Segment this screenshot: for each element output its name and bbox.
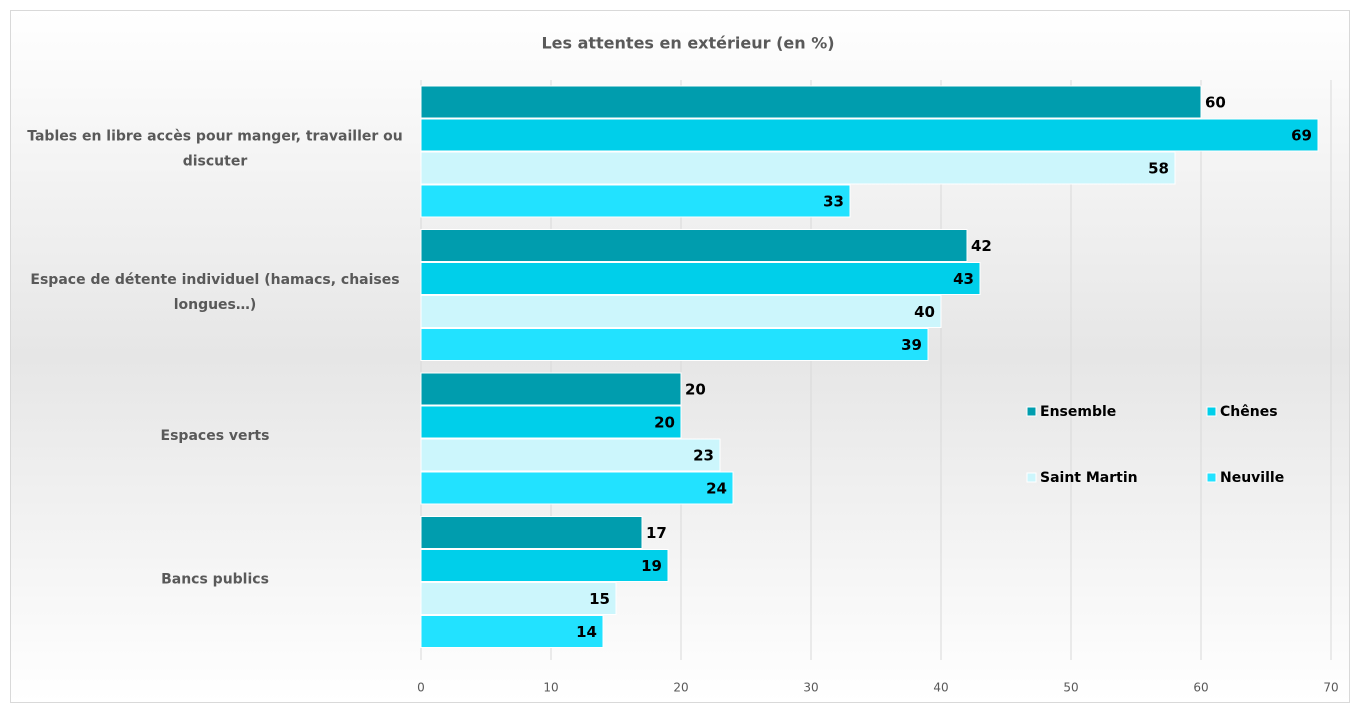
bar — [420, 85, 1202, 119]
value-label: 40 — [914, 303, 935, 321]
value-label: 42 — [971, 237, 992, 255]
bar — [420, 151, 1176, 185]
value-label: 19 — [641, 557, 662, 575]
bar — [420, 471, 734, 505]
value-label: 69 — [1291, 127, 1312, 145]
bar — [420, 295, 942, 328]
legend-label: Neuville — [1220, 470, 1284, 486]
category-label: Tables en libre accès pour manger, trava… — [27, 129, 403, 170]
value-label: 20 — [685, 381, 706, 399]
legend-swatch — [1206, 472, 1217, 483]
legend-label: Saint Martin — [1040, 470, 1138, 486]
legend-label: Chênes — [1220, 404, 1278, 420]
category-label: Espace de détente individuel (hamacs, ch… — [30, 272, 399, 313]
chart-title: Les attentes en extérieur (en %) — [541, 34, 834, 53]
value-label: 60 — [1205, 94, 1226, 112]
legend-swatch — [1026, 406, 1037, 417]
legend-swatch — [1206, 406, 1217, 417]
x-tick-label: 0 — [417, 681, 425, 695]
bar — [420, 328, 929, 361]
value-label: 20 — [654, 414, 675, 432]
value-label: 43 — [953, 270, 974, 288]
bar — [420, 438, 721, 472]
x-tick-label: 60 — [1193, 681, 1208, 695]
x-tick-label: 30 — [803, 681, 818, 695]
bar — [420, 372, 682, 406]
bar — [420, 516, 643, 549]
value-label: 17 — [646, 524, 667, 542]
value-label: 39 — [901, 336, 922, 354]
value-label: 24 — [706, 480, 727, 498]
value-label: 15 — [589, 590, 610, 608]
x-tick-label: 20 — [673, 681, 688, 695]
bar — [420, 405, 682, 439]
x-tick-label: 40 — [933, 681, 948, 695]
x-tick-label: 10 — [543, 681, 558, 695]
bar — [420, 229, 968, 262]
x-tick-label: 70 — [1323, 681, 1338, 695]
bar — [420, 615, 604, 648]
category-label: Bancs publics — [161, 572, 269, 588]
value-label: 14 — [576, 623, 597, 641]
category-label: Espaces verts — [161, 428, 270, 444]
x-tick-label: 50 — [1063, 681, 1078, 695]
bar — [420, 582, 617, 615]
value-label: 23 — [693, 447, 714, 465]
value-label: 58 — [1148, 160, 1169, 178]
bar — [420, 184, 851, 218]
legend-label: Ensemble — [1040, 404, 1116, 420]
bar — [420, 262, 981, 295]
value-label: 33 — [823, 193, 844, 211]
legend-swatch — [1026, 472, 1037, 483]
bar — [420, 118, 1319, 152]
bar — [420, 549, 669, 582]
